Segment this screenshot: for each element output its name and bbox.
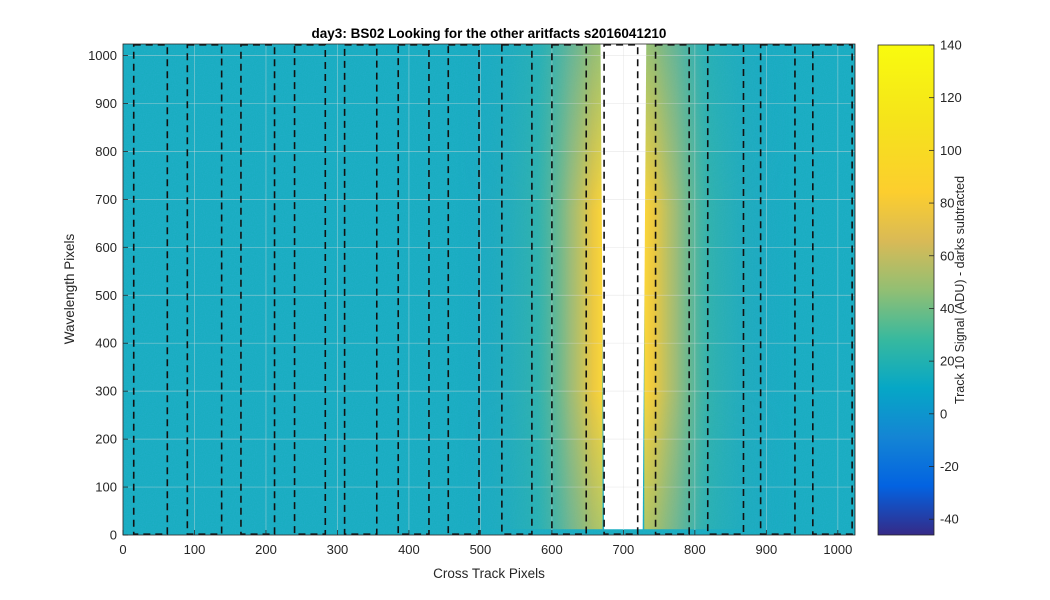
x-tick-label: 900: [756, 542, 778, 557]
dashed-box: [447, 43, 480, 535]
chart-title: day3: BS02 Looking for the other aritfac…: [312, 26, 667, 41]
colorbar: -40 -20 0 20 40 60 80 100 120 140 Track 10 Signal…: [877, 38, 967, 536]
dashed-box: [706, 43, 745, 535]
dashed-box: [759, 43, 796, 535]
x-ticks: 0 100 200 300 400 500 600 700 800 900 1000: [119, 530, 852, 557]
dashed-box: [654, 43, 690, 535]
dashed-box: [501, 43, 533, 535]
colorbar-tick-label: 60: [940, 248, 954, 263]
x-tick-label: 500: [470, 542, 492, 557]
x-tick-label: 1000: [823, 542, 852, 557]
y-tick-label: 1000: [88, 48, 117, 63]
dashed-box: [132, 43, 169, 535]
x-tick-label: 400: [398, 542, 420, 557]
y-tick-label: 800: [95, 144, 117, 159]
y-tick-label: 400: [95, 336, 117, 351]
colorbar-tick-label: -20: [940, 459, 959, 474]
dashed-box: [293, 43, 327, 535]
colorbar-tick-label: 100: [940, 143, 962, 158]
colorbar-tick-label: -40: [940, 512, 959, 527]
glow-right: [644, 44, 790, 530]
colorbar-ticks: -40 -20 0 20 40 60 80 100 120 140: [929, 38, 962, 527]
colorbar-tick-label: 20: [940, 354, 954, 369]
dashed-box: [397, 43, 430, 535]
axes-frame: [122, 43, 856, 536]
signal-glow: [457, 44, 790, 530]
x-axis-label: Cross Track Pixels: [433, 566, 545, 581]
dashed-box: [603, 43, 639, 535]
dashed-box: [551, 43, 588, 535]
y-tick-label: 300: [95, 384, 117, 399]
colorbar-gradient: [877, 44, 935, 536]
y-tick-label: 0: [110, 528, 117, 543]
y-tick-label: 200: [95, 432, 117, 447]
x-tick-label: 300: [327, 542, 349, 557]
x-tick-label: 700: [613, 542, 635, 557]
colorbar-tick-label: 120: [940, 90, 962, 105]
y-tick-label: 500: [95, 288, 117, 303]
x-tick-label: 200: [255, 542, 277, 557]
dashed-box: [240, 43, 276, 535]
dashed-boxes: [132, 43, 853, 535]
dashed-box: [186, 43, 223, 535]
x-tick-label: 100: [184, 542, 206, 557]
y-tick-label: 600: [95, 240, 117, 255]
x-tick-label: 800: [684, 542, 706, 557]
dashed-box: [343, 43, 378, 535]
colorbar-tick-label: 0: [940, 406, 947, 421]
plot-area: 0 100 200 300 400 500 600 700 800 900 1000 0 100 200…: [88, 43, 856, 557]
y-tick-label: 900: [95, 96, 117, 111]
x-tick-label: 600: [541, 542, 563, 557]
glow-left: [457, 44, 603, 530]
y-axis-label: Wavelength Pixels: [62, 233, 77, 344]
colorbar-tick-label: 140: [940, 38, 962, 53]
x-tick-label: 0: [119, 542, 126, 557]
y-ticks: 0 100 200 300 400 500 600 700 800 900 1000: [88, 48, 128, 543]
y-tick-label: 100: [95, 480, 117, 495]
y-tick-label: 700: [95, 192, 117, 207]
colorbar-label: Track 10 Signal (ADU) - darks subtracted: [953, 176, 967, 404]
colorbar-tick-label: 80: [940, 196, 954, 211]
colorbar-tick-label: 40: [940, 301, 954, 316]
